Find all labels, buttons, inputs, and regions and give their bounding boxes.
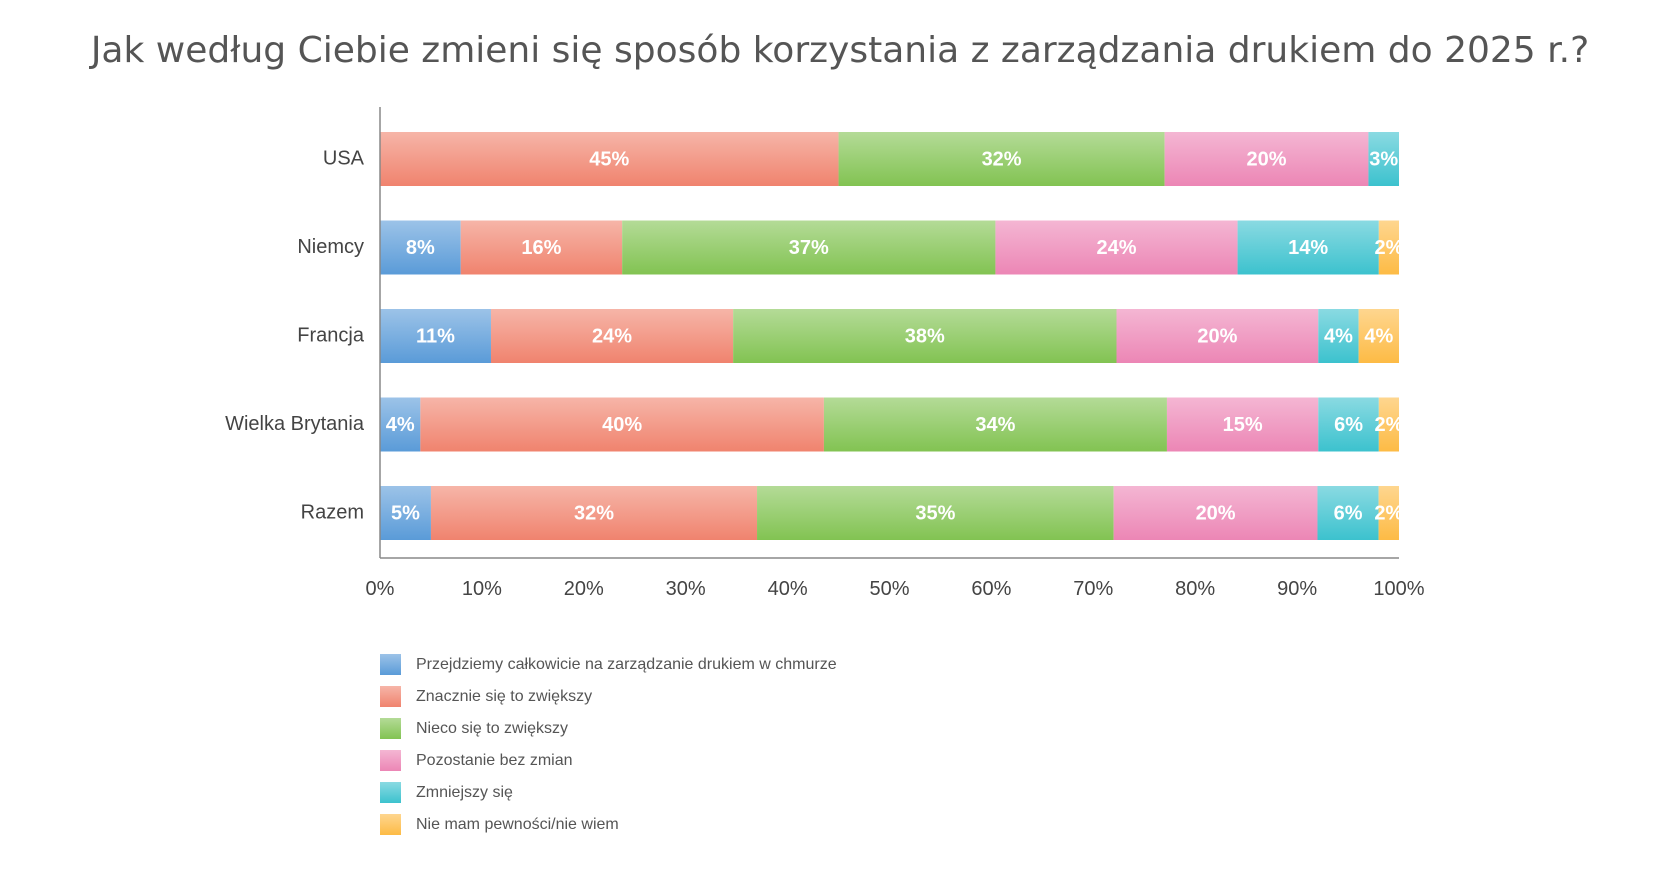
x-tick-label: 20% bbox=[564, 578, 604, 600]
data-label: 8% bbox=[406, 237, 435, 259]
legend-swatch bbox=[380, 750, 401, 771]
x-tick-label: 80% bbox=[1175, 578, 1215, 600]
x-tick-label: 30% bbox=[666, 578, 706, 600]
data-label: 14% bbox=[1288, 237, 1328, 259]
x-tick-label: 90% bbox=[1277, 578, 1317, 600]
category-label: Francja bbox=[297, 324, 365, 346]
bar-segment bbox=[1113, 486, 1318, 540]
data-label: 34% bbox=[975, 414, 1015, 436]
x-tick-label: 40% bbox=[768, 578, 808, 600]
bar-segment bbox=[1164, 132, 1369, 186]
data-label: 16% bbox=[521, 237, 561, 259]
x-tick-label: 0% bbox=[366, 578, 395, 600]
bar-segment bbox=[430, 486, 758, 540]
data-label: 6% bbox=[1334, 502, 1363, 524]
bar-segment bbox=[380, 486, 431, 540]
data-label: 11% bbox=[416, 325, 455, 347]
data-label: 32% bbox=[574, 502, 614, 524]
data-label: 2% bbox=[1374, 414, 1403, 436]
x-tick-label: 50% bbox=[869, 578, 909, 600]
bar-segment bbox=[1116, 309, 1319, 363]
bar-segment bbox=[1378, 397, 1399, 452]
bar-segment bbox=[1166, 397, 1319, 452]
bar-segment bbox=[380, 220, 461, 275]
bar-segment bbox=[460, 220, 623, 275]
x-tick-label: 70% bbox=[1073, 578, 1113, 600]
bar-segment bbox=[1237, 220, 1379, 275]
bar-segment bbox=[1378, 486, 1399, 540]
data-label: 37% bbox=[789, 237, 829, 259]
data-label: 20% bbox=[1247, 148, 1287, 170]
data-label: 4% bbox=[386, 414, 415, 436]
legend-label: Pozostanie bez zmian bbox=[416, 752, 573, 769]
data-label: 2% bbox=[1374, 502, 1403, 524]
legend-swatch bbox=[380, 654, 401, 675]
x-tick-label: 100% bbox=[1373, 578, 1424, 600]
bar-segment bbox=[380, 309, 491, 363]
legend-label: Zmniejszy się bbox=[416, 784, 513, 801]
data-label: 15% bbox=[1223, 414, 1263, 436]
bar-segment bbox=[757, 486, 1114, 540]
data-label: 5% bbox=[391, 502, 420, 524]
data-label: 24% bbox=[1096, 237, 1136, 259]
bar-segment bbox=[1358, 309, 1399, 363]
category-label: Niemcy bbox=[297, 236, 364, 258]
data-label: 4% bbox=[1324, 325, 1353, 347]
legend-swatch bbox=[380, 686, 401, 707]
bar-segment bbox=[380, 132, 839, 186]
bar-segment bbox=[733, 309, 1117, 363]
data-label: 3% bbox=[1369, 148, 1398, 170]
legend-label: Przejdziemy całkowicie na zarządzanie dr… bbox=[416, 656, 837, 673]
bar-segment bbox=[823, 397, 1167, 452]
data-label: 2% bbox=[1374, 237, 1403, 259]
data-label: 35% bbox=[915, 502, 955, 524]
chart-title: Jak według Ciebie zmieni się sposób korz… bbox=[90, 30, 1590, 71]
data-label: 20% bbox=[1196, 502, 1236, 524]
legend-swatch bbox=[380, 718, 401, 739]
category-label: USA bbox=[323, 147, 365, 169]
bar-segment bbox=[1318, 397, 1379, 452]
legend-label: Znacznie się to zwiększy bbox=[416, 688, 592, 705]
bar-segment bbox=[995, 220, 1238, 275]
legend-swatch bbox=[380, 782, 401, 803]
bar-segment bbox=[838, 132, 1165, 186]
legend-label: Nieco się to zwiększy bbox=[416, 720, 568, 737]
legend-swatch bbox=[380, 814, 401, 835]
category-label: Wielka Brytania bbox=[225, 413, 365, 435]
bar-segment bbox=[1318, 309, 1359, 363]
bar-segment bbox=[1378, 220, 1399, 275]
data-label: 4% bbox=[1364, 325, 1393, 347]
legend-label: Nie mam pewności/nie wiem bbox=[416, 816, 619, 833]
bar-segment bbox=[622, 220, 996, 275]
data-label: 40% bbox=[602, 414, 642, 436]
data-label: 6% bbox=[1334, 414, 1363, 436]
bar-segment bbox=[420, 397, 824, 452]
data-label: 24% bbox=[592, 325, 632, 347]
x-tick-label: 60% bbox=[971, 578, 1011, 600]
bar-segment bbox=[490, 309, 734, 363]
data-label: 45% bbox=[589, 148, 629, 170]
bar-segment bbox=[380, 397, 421, 452]
x-tick-label: 10% bbox=[462, 578, 502, 600]
bar-segment bbox=[1368, 132, 1399, 186]
data-label: 20% bbox=[1197, 325, 1237, 347]
bar-segment bbox=[1317, 486, 1379, 540]
data-label: 38% bbox=[905, 325, 945, 347]
data-label: 32% bbox=[982, 148, 1022, 170]
category-label: Razem bbox=[301, 501, 364, 523]
